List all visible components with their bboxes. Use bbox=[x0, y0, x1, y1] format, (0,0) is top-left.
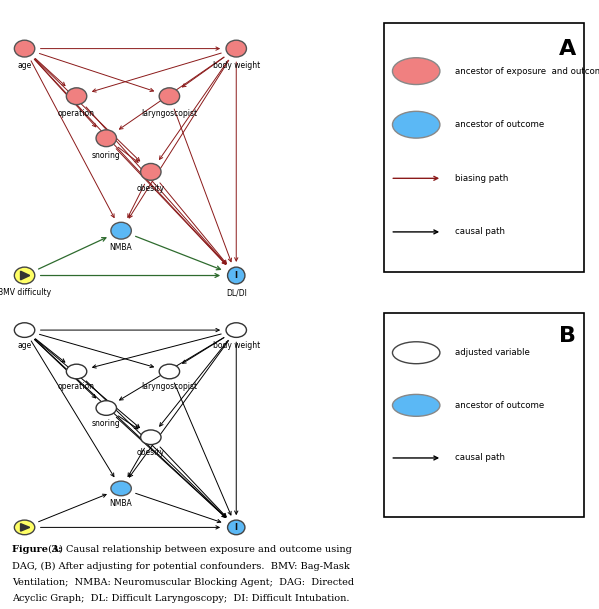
Text: Ventilation;  NMBA: Neuromuscular Blocking Agent;  DAG:  Directed: Ventilation; NMBA: Neuromuscular Blockin… bbox=[12, 577, 354, 586]
Text: snoring: snoring bbox=[92, 151, 120, 160]
Ellipse shape bbox=[159, 88, 180, 105]
Text: ancestor of outcome: ancestor of outcome bbox=[455, 401, 544, 410]
Text: body weight: body weight bbox=[213, 341, 260, 350]
Ellipse shape bbox=[141, 163, 161, 180]
Text: (A) Causal relationship between exposure and outcome using: (A) Causal relationship between exposure… bbox=[44, 546, 352, 554]
Ellipse shape bbox=[14, 520, 35, 535]
Text: biasing path: biasing path bbox=[455, 174, 509, 183]
Text: NMBA: NMBA bbox=[110, 499, 132, 509]
Ellipse shape bbox=[111, 481, 131, 496]
Text: DL/DI: DL/DI bbox=[226, 288, 247, 297]
Ellipse shape bbox=[14, 323, 35, 337]
Text: Figure 3:: Figure 3: bbox=[12, 546, 62, 554]
Ellipse shape bbox=[392, 342, 440, 364]
Ellipse shape bbox=[159, 364, 180, 379]
Text: B: B bbox=[559, 326, 576, 347]
Text: I: I bbox=[235, 271, 238, 280]
Text: Acyclic Graph;  DL: Difficult Laryngoscopy;  DI: Difficult Intubation.: Acyclic Graph; DL: Difficult Laryngoscop… bbox=[12, 594, 349, 602]
Text: adjusted variable: adjusted variable bbox=[455, 348, 530, 357]
Ellipse shape bbox=[66, 88, 87, 105]
Text: BMV difficulty: BMV difficulty bbox=[0, 288, 51, 297]
FancyBboxPatch shape bbox=[384, 23, 585, 272]
Text: NMBA: NMBA bbox=[110, 244, 132, 252]
Polygon shape bbox=[20, 271, 30, 280]
Text: snoring: snoring bbox=[92, 419, 120, 428]
Text: laryngoscopist: laryngoscopist bbox=[141, 382, 198, 392]
Text: operation: operation bbox=[58, 382, 95, 392]
Text: I: I bbox=[235, 523, 238, 532]
Polygon shape bbox=[20, 524, 30, 531]
Ellipse shape bbox=[392, 111, 440, 138]
Text: obesity: obesity bbox=[137, 448, 165, 457]
Text: laryngoscopist: laryngoscopist bbox=[141, 109, 198, 118]
Ellipse shape bbox=[226, 323, 246, 337]
Ellipse shape bbox=[66, 364, 87, 379]
Text: age: age bbox=[17, 62, 32, 70]
Ellipse shape bbox=[14, 267, 35, 284]
Text: operation: operation bbox=[58, 109, 95, 118]
FancyBboxPatch shape bbox=[384, 313, 585, 517]
Text: ancestor of outcome: ancestor of outcome bbox=[455, 120, 544, 129]
Ellipse shape bbox=[226, 40, 246, 57]
Text: causal path: causal path bbox=[455, 227, 505, 236]
Ellipse shape bbox=[14, 40, 35, 57]
Ellipse shape bbox=[96, 401, 116, 415]
Ellipse shape bbox=[141, 430, 161, 445]
Text: obesity: obesity bbox=[137, 185, 165, 194]
Text: DAG, (B) After adjusting for potential confounders.  BMV: Bag-Mask: DAG, (B) After adjusting for potential c… bbox=[12, 561, 350, 571]
Ellipse shape bbox=[96, 130, 116, 147]
Ellipse shape bbox=[392, 395, 440, 417]
Ellipse shape bbox=[228, 267, 245, 284]
Text: age: age bbox=[17, 341, 32, 350]
Ellipse shape bbox=[392, 58, 440, 85]
Text: ancestor of exposure  and outcome: ancestor of exposure and outcome bbox=[455, 66, 599, 76]
Text: A: A bbox=[558, 39, 576, 59]
Text: causal path: causal path bbox=[455, 454, 505, 462]
Text: body weight: body weight bbox=[213, 62, 260, 70]
Ellipse shape bbox=[111, 222, 131, 239]
Ellipse shape bbox=[228, 520, 245, 535]
